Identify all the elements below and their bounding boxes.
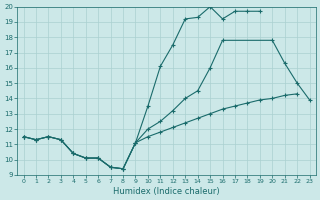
- X-axis label: Humidex (Indice chaleur): Humidex (Indice chaleur): [113, 187, 220, 196]
